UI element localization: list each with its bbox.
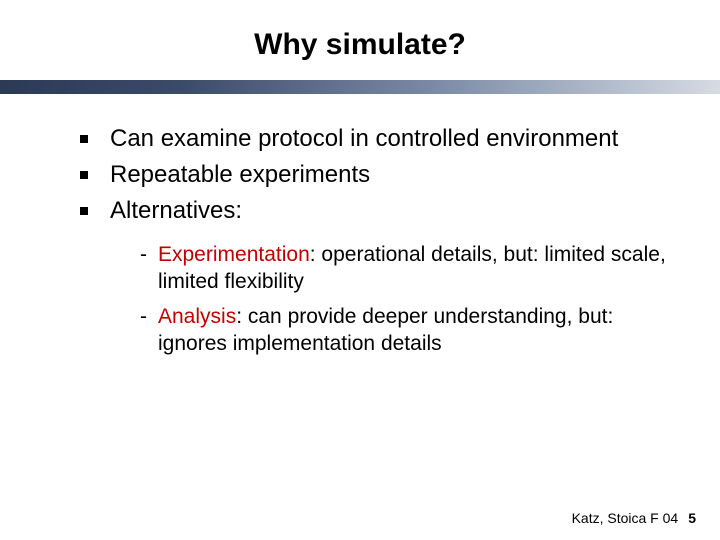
bullet-item: Alternatives: — [80, 196, 670, 226]
bullet-text: Alternatives: — [110, 196, 242, 226]
slide-footer: Katz, Stoica F 04 5 — [572, 510, 696, 526]
sub-bullet-item: - Analysis: can provide deeper understan… — [140, 304, 670, 358]
sub-bullet-list: - Experimentation: operational details, … — [80, 232, 670, 358]
bullet-text: Can examine protocol in controlled envir… — [110, 124, 618, 154]
title-divider — [0, 80, 720, 94]
slide-container: Why simulate? Can examine protocol in co… — [0, 0, 720, 540]
square-bullet-icon — [80, 171, 88, 179]
square-bullet-icon — [80, 207, 88, 215]
bullet-item: Repeatable experiments — [80, 160, 670, 190]
slide-title: Why simulate? — [0, 0, 720, 80]
bullet-item: Can examine protocol in controlled envir… — [80, 124, 670, 154]
sub-bullet-keyword: Analysis — [158, 305, 236, 328]
bullet-text: Repeatable experiments — [110, 160, 370, 190]
sub-bullet-keyword: Experimentation — [158, 243, 310, 266]
content-area: Can examine protocol in controlled envir… — [0, 94, 720, 358]
sub-bullet-text: Analysis: can provide deeper understandi… — [158, 304, 670, 358]
dash-bullet-icon: - — [140, 243, 158, 267]
square-bullet-icon — [80, 135, 88, 143]
page-number: 5 — [688, 510, 696, 526]
sub-bullet-item: - Experimentation: operational details, … — [140, 242, 670, 296]
sub-bullet-text: Experimentation: operational details, bu… — [158, 242, 670, 296]
footer-text: Katz, Stoica F 04 — [572, 510, 679, 526]
dash-bullet-icon: - — [140, 305, 158, 329]
